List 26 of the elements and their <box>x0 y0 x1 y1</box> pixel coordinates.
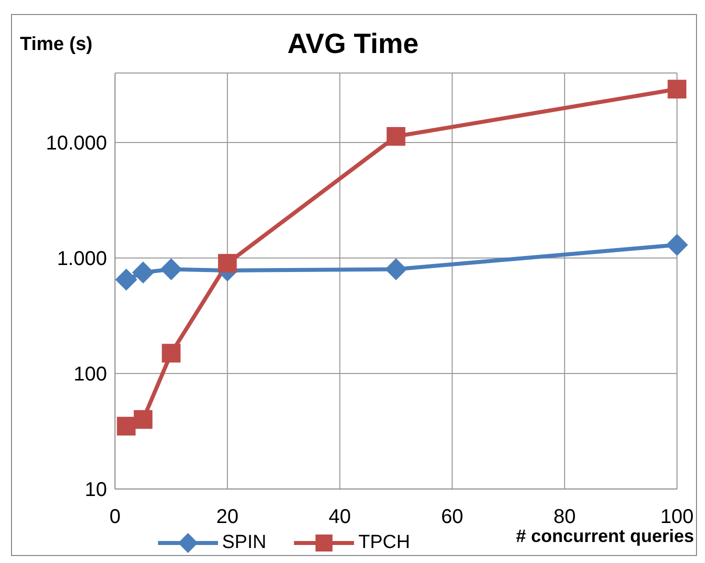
point <box>162 344 181 363</box>
point <box>115 268 138 291</box>
point <box>134 410 152 429</box>
y-tick-label: 10.000 <box>46 132 107 155</box>
point <box>385 258 407 280</box>
point <box>666 234 688 256</box>
y-tick-label: 10 <box>84 479 107 502</box>
x-tick-label: 0 <box>109 506 121 528</box>
y-tick-label: 1.000 <box>56 248 107 270</box>
x-tick-label: 20 <box>216 506 239 528</box>
point <box>668 80 686 98</box>
chart-title: AVG Time <box>287 28 419 59</box>
x-tick-label: 80 <box>553 506 576 528</box>
y-axis-title: Time (s) <box>20 34 93 56</box>
legend-label: TPCH <box>358 532 410 554</box>
x-axis-title: # concurrent queries <box>516 526 694 547</box>
x-tick-label: 60 <box>441 506 464 528</box>
point <box>218 254 237 273</box>
point <box>116 416 136 436</box>
x-tick-label: 40 <box>328 506 351 528</box>
point <box>132 261 154 284</box>
point <box>386 127 406 146</box>
legend-label: SPIN <box>222 532 266 554</box>
point <box>160 258 182 280</box>
x-tick-label: 100 <box>660 506 694 528</box>
y-tick-label: 100 <box>74 364 107 386</box>
